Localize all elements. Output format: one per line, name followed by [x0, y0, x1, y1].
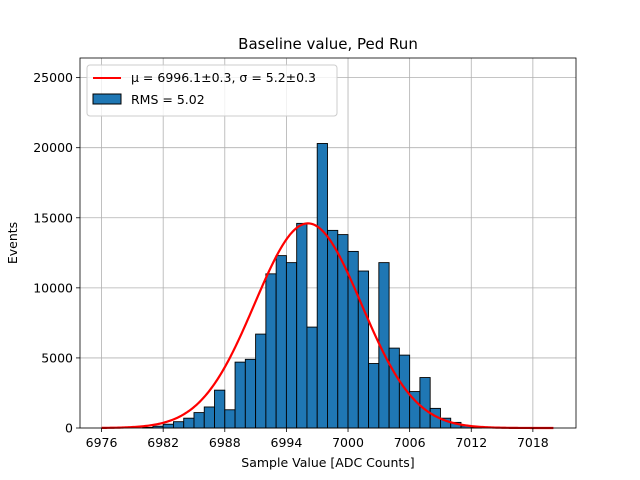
- histogram-bar: [357, 270, 370, 429]
- plot-frame: [79, 57, 577, 429]
- histogram-bar: [327, 229, 339, 429]
- histogram-bars: [142, 143, 482, 429]
- x-tick-label: 7000: [332, 435, 364, 450]
- histogram-bar: [203, 406, 215, 429]
- histogram-bar: [388, 347, 400, 429]
- y-tick-label: 20000: [33, 140, 73, 155]
- histogram-bar: [265, 273, 277, 429]
- legend-hist-label: RMS = 5.02: [131, 92, 205, 107]
- histogram-bar: [296, 222, 308, 429]
- fit-curve: [101, 222, 554, 430]
- legend-fit-mu: μ = 6996.1±0.3,: [131, 70, 239, 85]
- histogram-bar: [275, 255, 287, 429]
- histogram-bar: [306, 326, 318, 429]
- histogram-bar: [316, 143, 328, 429]
- x-tick-label: 6994: [271, 435, 303, 450]
- y-tick-label: 5000: [41, 350, 73, 365]
- histogram-bar: [183, 417, 195, 429]
- histogram-bar: [214, 389, 226, 429]
- x-tick-label: 7012: [455, 435, 487, 450]
- histogram-bar: [162, 423, 174, 429]
- gaussian-fit: [101, 222, 554, 430]
- x-tick-label: 7006: [394, 435, 426, 450]
- legend-fit-label: μ = 6996.1±0.3, σ = 5.2±0.3: [131, 70, 316, 85]
- chart-title: Baseline value, Ped Run: [238, 35, 418, 53]
- x-tick-label: 6976: [86, 435, 118, 450]
- histogram-bar: [244, 358, 257, 429]
- histogram-bar: [193, 412, 205, 429]
- histogram-bar: [419, 377, 431, 429]
- y-axis-ticks: 0 5000 10000 15000 20000 25000: [33, 70, 80, 436]
- legend-box: [86, 64, 338, 117]
- legend-hist-swatch: [92, 93, 122, 105]
- y-tick-label: 15000: [33, 210, 73, 225]
- y-axis-label: Events: [5, 222, 20, 264]
- histogram-bar: [368, 363, 380, 429]
- x-tick-label: 6988: [209, 435, 241, 450]
- histogram-bar: [285, 262, 298, 429]
- y-tick-label: 0: [65, 421, 73, 436]
- x-tick-label: 7018: [517, 435, 549, 450]
- y-tick-label: 25000: [33, 70, 73, 85]
- histogram-bar: [255, 333, 267, 429]
- x-axis-ticks: 6976 6982 6988 6994 7000 7006 7012 7018: [86, 428, 549, 450]
- x-axis-label: Sample Value [ADC Counts]: [241, 455, 414, 470]
- legend-fit-sigma: σ = 5.2±0.3: [239, 70, 316, 85]
- histogram-bar: [172, 421, 185, 429]
- legend: μ = 6996.1±0.3, σ = 5.2±0.3 RMS = 5.02: [86, 64, 338, 117]
- y-tick-label: 10000: [33, 280, 73, 295]
- x-tick-label: 6982: [147, 435, 179, 450]
- histogram-bar: [234, 361, 246, 429]
- histogram-bar: [224, 409, 236, 429]
